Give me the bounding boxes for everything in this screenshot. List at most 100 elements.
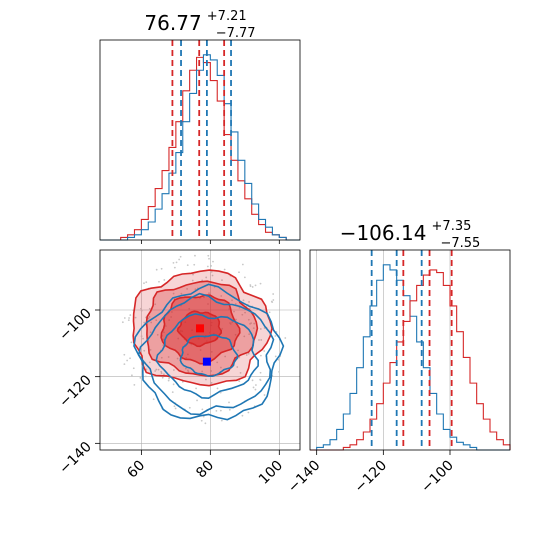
scatter-point bbox=[220, 366, 222, 369]
y-marginal-quantile-lines bbox=[370, 250, 453, 450]
scatter-point bbox=[259, 371, 262, 374]
scatter-point bbox=[149, 348, 152, 351]
scatter-point bbox=[191, 279, 194, 282]
scatter-point bbox=[231, 321, 234, 324]
scatter-point bbox=[168, 377, 170, 380]
scatter-point bbox=[134, 316, 137, 319]
scatter-point bbox=[220, 419, 223, 422]
scatter-point bbox=[150, 321, 153, 324]
scatter-point bbox=[208, 257, 210, 260]
scatter-point bbox=[139, 376, 142, 379]
scatter-point bbox=[268, 311, 271, 314]
contour-blue bbox=[133, 283, 285, 421]
marker-blue bbox=[202, 357, 211, 366]
x-tick-label: 80 bbox=[193, 458, 217, 482]
scatter-point bbox=[238, 271, 240, 274]
scatter-point bbox=[221, 279, 223, 282]
scatter-point bbox=[223, 268, 226, 271]
joint-contours bbox=[132, 269, 285, 421]
scatter-point bbox=[167, 356, 170, 358]
scatter-point bbox=[277, 358, 280, 361]
histogram-blue bbox=[100, 54, 300, 241]
scatter-point bbox=[188, 307, 191, 310]
scatter-point bbox=[160, 370, 163, 373]
x-marginal-title: 76.77 +7.21 −7.77 bbox=[144, 5, 255, 41]
scatter-point bbox=[180, 292, 183, 295]
scatter-point bbox=[154, 303, 157, 306]
scatter-point bbox=[216, 387, 219, 390]
scatter-point bbox=[164, 325, 167, 327]
scatter-point bbox=[144, 375, 147, 378]
scatter-point bbox=[258, 339, 260, 341]
scatter-point bbox=[133, 383, 136, 386]
scatter-point bbox=[241, 414, 244, 417]
x-marginal-histograms bbox=[100, 54, 300, 241]
scatter-point bbox=[173, 405, 176, 408]
scatter-point bbox=[196, 399, 198, 402]
scatter-point bbox=[204, 422, 207, 425]
scatter-point bbox=[254, 388, 257, 391]
scatter-point bbox=[172, 262, 175, 264]
scatter-point bbox=[274, 355, 277, 358]
scatter-point bbox=[284, 337, 287, 339]
scatter-point bbox=[252, 386, 255, 389]
scatter-point bbox=[210, 382, 213, 384]
x-marginal-title-upper: +7.21 bbox=[207, 9, 247, 24]
scatter-point bbox=[247, 352, 250, 355]
scatter-point bbox=[249, 307, 251, 310]
scatter-point bbox=[242, 299, 245, 302]
scatter-point bbox=[173, 266, 176, 269]
y-marginal-title-upper: +7.35 bbox=[432, 219, 472, 234]
scatter-point bbox=[155, 368, 158, 371]
scatter-point bbox=[234, 333, 237, 336]
y-marginal-x-ticks: −140 −120 −100 bbox=[285, 450, 457, 496]
scatter-point bbox=[202, 415, 205, 418]
scatter-point bbox=[129, 314, 132, 316]
scatter-point bbox=[199, 349, 202, 351]
scatter-point bbox=[193, 263, 196, 266]
contour-blue bbox=[155, 313, 260, 400]
scatter-point bbox=[156, 333, 159, 336]
x-marginal-frame bbox=[99, 39, 301, 241]
scatter-point bbox=[254, 284, 257, 287]
x-marginal-title-lower: −7.77 bbox=[216, 26, 256, 41]
scatter-point bbox=[145, 281, 148, 284]
scatter-point bbox=[168, 319, 171, 321]
scatter-point bbox=[157, 368, 160, 371]
scatter-point bbox=[219, 391, 222, 394]
x-tick-label: −120 bbox=[352, 458, 391, 497]
scatter-point bbox=[259, 328, 262, 330]
scatter-point bbox=[187, 353, 189, 356]
scatter-point bbox=[186, 264, 189, 267]
scatter-point bbox=[167, 379, 170, 382]
scatter-point bbox=[121, 321, 124, 324]
scatter-point bbox=[155, 319, 158, 322]
scatter-point bbox=[160, 356, 163, 359]
scatter-point bbox=[161, 376, 164, 379]
joint-frame bbox=[99, 249, 301, 451]
scatter-point bbox=[216, 361, 219, 364]
scatter-point bbox=[128, 317, 130, 319]
scatter-point bbox=[228, 308, 231, 310]
scatter-point bbox=[163, 279, 166, 281]
scatter-point bbox=[255, 384, 257, 386]
scatter-point bbox=[158, 280, 160, 283]
scatter-point bbox=[194, 254, 196, 257]
scatter-point bbox=[207, 254, 210, 257]
scatter-point bbox=[238, 356, 241, 359]
scatter-point bbox=[231, 299, 233, 302]
scatter-point bbox=[212, 260, 214, 263]
y-marginal-title: −106.14 +7.35 −7.55 bbox=[340, 215, 481, 251]
scatter-point bbox=[184, 367, 187, 370]
scatter-point bbox=[170, 316, 173, 318]
scatter-point bbox=[252, 327, 255, 330]
scatter-point bbox=[123, 363, 126, 365]
scatter-point bbox=[229, 322, 232, 325]
scatter-point bbox=[241, 263, 244, 266]
scatter-point bbox=[143, 349, 146, 352]
scatter-point bbox=[130, 374, 133, 377]
scatter-point bbox=[140, 335, 143, 337]
scatter-point bbox=[201, 370, 204, 373]
scatter-point bbox=[210, 370, 213, 372]
y-marginal-title-lower: −7.55 bbox=[440, 236, 480, 251]
